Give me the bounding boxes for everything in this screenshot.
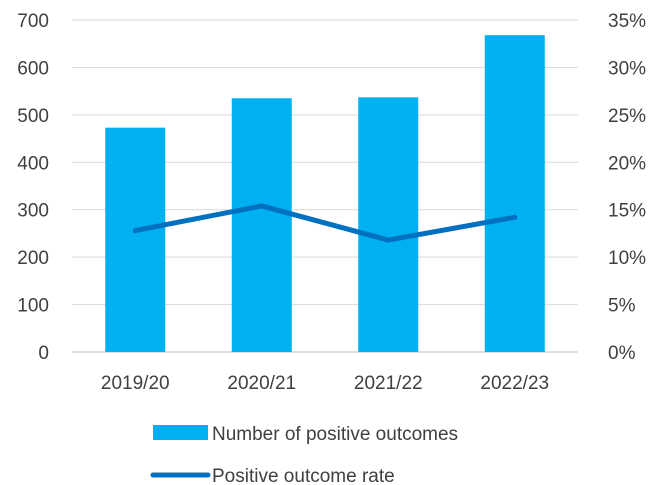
x-tick-label: 2021/22 (354, 373, 423, 394)
left-y-tick-label: 700 (17, 11, 49, 32)
right-y-tick-label: 0% (608, 343, 636, 364)
legend-item-line[interactable]: Positive outcome rate (150, 466, 395, 485)
line-series (132, 203, 518, 243)
legend-label-line: Positive outcome rate (212, 466, 395, 485)
bar (484, 35, 545, 352)
x-tick-label: 2022/23 (480, 373, 549, 394)
left-y-tick-label: 0 (38, 343, 49, 364)
left-y-tick-label: 600 (17, 58, 49, 79)
right-y-tick-label: 25% (608, 106, 646, 127)
left-y-tick-label: 500 (17, 106, 49, 127)
right-y-tick-label: 5% (608, 296, 636, 317)
right-y-tick-label: 30% (608, 58, 646, 79)
left-y-tick-label: 100 (17, 296, 49, 317)
x-tick-label: 2019/20 (101, 373, 170, 394)
left-y-tick-label: 200 (17, 248, 49, 269)
rate-point (512, 214, 518, 220)
x-axis: 2019/20 2020/21 2021/22 2022/23 (101, 373, 549, 394)
bar (358, 97, 419, 353)
bar (105, 127, 166, 352)
right-y-tick-label: 35% (608, 11, 646, 32)
legend-label-bars: Number of positive outcomes (212, 424, 458, 445)
bar (231, 98, 292, 352)
legend-item-bars[interactable]: Number of positive outcomes (153, 424, 458, 445)
right-y-tick-label: 15% (608, 201, 646, 222)
rate-point (259, 203, 265, 209)
left-y-tick-label: 300 (17, 201, 49, 222)
left-y-tick-label: 400 (17, 153, 49, 174)
rate-line (132, 203, 518, 243)
right-y-tick-label: 20% (608, 153, 646, 174)
x-tick-label: 2020/21 (227, 373, 296, 394)
right-y-tick-label: 10% (608, 248, 646, 269)
legend-swatch-bars (153, 425, 208, 440)
left-y-axis: 0 100 200 300 400 500 600 700 (17, 11, 49, 364)
right-y-axis: 0% 5% 10% 15% 20% 25% 30% 35% (608, 11, 646, 364)
rate-point (132, 228, 138, 234)
bar-series (105, 35, 545, 353)
rate-point (385, 237, 391, 243)
legend: Number of positive outcomes Positive out… (150, 424, 458, 485)
